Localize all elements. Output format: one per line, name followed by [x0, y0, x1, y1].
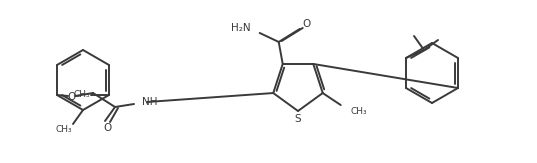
Text: O: O — [67, 92, 75, 102]
Text: S: S — [295, 114, 301, 124]
Text: CH₃: CH₃ — [351, 107, 367, 116]
Text: H₂N: H₂N — [231, 23, 251, 33]
Text: O: O — [302, 19, 311, 29]
Text: CH₃: CH₃ — [74, 89, 90, 98]
Text: NH: NH — [142, 97, 157, 107]
Text: O: O — [103, 123, 111, 133]
Text: CH₃: CH₃ — [56, 126, 72, 134]
